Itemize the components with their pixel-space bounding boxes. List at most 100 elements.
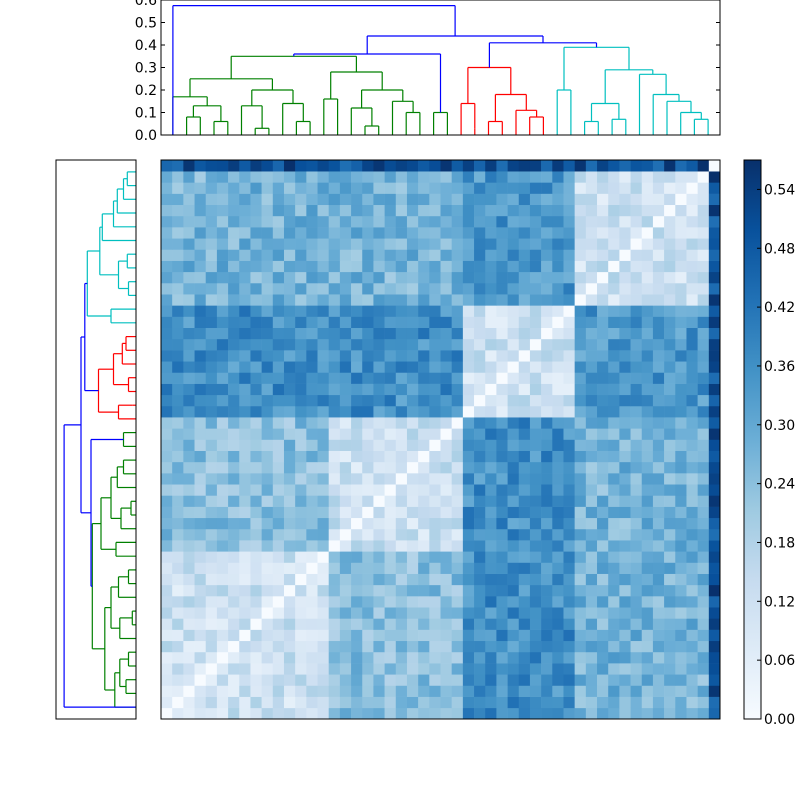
- heatmap-cell: [619, 607, 631, 619]
- heatmap-cell: [261, 439, 274, 451]
- heatmap-cell: [384, 372, 397, 384]
- heatmap-cell: [373, 461, 385, 474]
- heatmap-cell: [351, 171, 363, 183]
- heatmap-cell: [295, 461, 307, 474]
- heatmap-cell: [272, 160, 285, 172]
- heatmap-cell: [641, 204, 654, 217]
- heatmap-cell: [172, 417, 184, 429]
- heatmap-cell: [652, 327, 665, 340]
- heatmap-cell: [328, 640, 341, 653]
- heatmap-cell: [373, 618, 385, 630]
- heatmap-cell: [406, 584, 419, 597]
- heatmap-cell: [373, 417, 385, 429]
- heatmap-cell: [161, 484, 173, 496]
- heatmap-cell: [485, 674, 497, 686]
- heatmap-cell: [283, 204, 296, 217]
- heatmap-cell: [339, 663, 352, 675]
- heatmap-cell: [462, 204, 475, 217]
- heatmap-cell: [597, 584, 609, 597]
- heatmap-cell: [675, 350, 687, 362]
- heatmap-cell: [585, 540, 598, 552]
- heatmap-cell: [183, 338, 195, 351]
- heatmap-cell: [608, 663, 620, 675]
- heatmap-cell: [697, 685, 710, 697]
- heatmap-cell: [608, 450, 620, 463]
- heatmap-cell: [574, 629, 587, 642]
- heatmap-cell: [485, 450, 497, 463]
- heatmap-cell: [485, 238, 497, 250]
- heatmap-cell: [261, 551, 274, 563]
- heatmap-cell: [619, 428, 631, 440]
- heatmap-cell: [574, 707, 587, 720]
- heatmap-cell: [339, 428, 352, 440]
- heatmap-cell: [619, 372, 631, 384]
- heatmap-cell: [183, 450, 195, 463]
- heatmap-cell: [541, 350, 553, 362]
- heatmap-cell: [608, 215, 620, 228]
- heatmap-cell: [552, 495, 564, 507]
- heatmap-cell: [306, 215, 318, 228]
- heatmap-cell: [351, 640, 363, 653]
- heatmap-cell: [697, 238, 710, 250]
- heatmap-cell: [597, 160, 609, 172]
- heatmap-cell: [697, 428, 710, 440]
- heatmap-cell: [406, 294, 419, 306]
- heatmap-cell: [250, 327, 262, 340]
- heatmap-cell: [172, 674, 184, 686]
- heatmap-cell: [529, 260, 542, 273]
- heatmap-cell: [697, 596, 710, 608]
- heatmap-cell: [507, 327, 520, 340]
- heatmap-cell: [339, 160, 352, 172]
- heatmap-cell: [183, 204, 195, 217]
- heatmap-cell: [507, 629, 520, 642]
- heatmap-cell: [205, 506, 218, 519]
- heatmap-cell: [418, 372, 430, 384]
- heatmap-cell: [708, 394, 721, 407]
- heatmap-cell: [451, 338, 464, 351]
- heatmap-cell: [697, 182, 710, 194]
- heatmap-cell: [619, 540, 631, 552]
- heatmap-cell: [339, 696, 352, 709]
- heatmap-cell: [485, 282, 497, 295]
- heatmap-cell: [529, 685, 542, 697]
- heatmap-cell: [686, 484, 698, 496]
- heatmap-cell: [563, 439, 575, 451]
- heatmap-cell: [541, 428, 553, 440]
- heatmap-cell: [485, 160, 497, 172]
- heatmap-cell: [518, 327, 531, 340]
- heatmap-cell: [619, 584, 631, 597]
- heatmap-cell: [451, 439, 464, 451]
- heatmap-cell: [261, 160, 274, 172]
- heatmap-cell: [328, 350, 341, 362]
- heatmap-cell: [563, 573, 575, 586]
- heatmap-cell: [272, 473, 285, 485]
- heatmap-cell: [462, 260, 475, 273]
- heatmap-cell: [272, 171, 285, 183]
- heatmap-cell: [339, 607, 352, 619]
- heatmap-cell: [474, 160, 486, 172]
- heatmap-cell: [664, 215, 676, 228]
- heatmap-cell: [518, 383, 531, 396]
- heatmap-cell: [440, 227, 452, 239]
- heatmap-cell: [518, 473, 531, 485]
- heatmap-cell: [697, 160, 710, 172]
- heatmap-cell: [295, 484, 307, 496]
- heatmap-cell: [697, 305, 710, 317]
- heatmap-cell: [518, 372, 531, 384]
- heatmap-cell: [384, 696, 397, 709]
- heatmap-cell: [664, 517, 676, 530]
- heatmap-cell: [161, 596, 173, 608]
- heatmap-cell: [339, 674, 352, 686]
- heatmap-cell: [328, 215, 341, 228]
- heatmap-cell: [295, 160, 307, 172]
- heatmap-cell: [496, 607, 508, 619]
- heatmap-cell: [161, 573, 173, 586]
- heatmap-cell: [697, 372, 710, 384]
- heatmap-cell: [172, 182, 184, 194]
- heatmap-cell: [317, 674, 329, 686]
- heatmap-cell: [619, 528, 631, 541]
- heatmap-cell: [619, 495, 631, 507]
- heatmap-cell: [541, 473, 553, 485]
- heatmap-cell: [451, 461, 464, 474]
- heatmap-cell: [619, 573, 631, 586]
